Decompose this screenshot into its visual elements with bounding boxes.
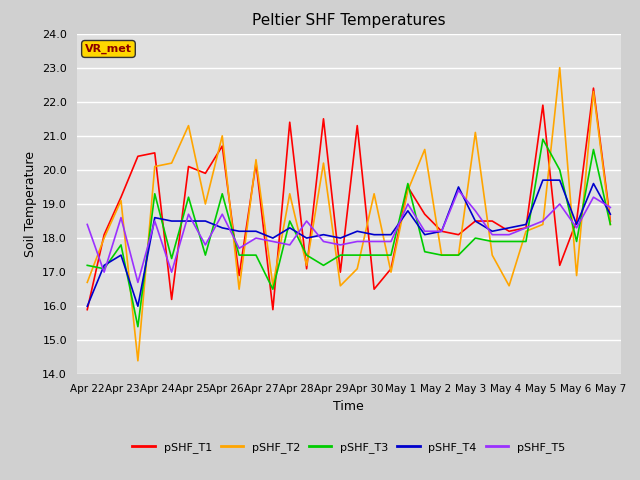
X-axis label: Time: Time	[333, 400, 364, 413]
Y-axis label: Soil Temperature: Soil Temperature	[24, 151, 36, 257]
Text: VR_met: VR_met	[85, 44, 132, 54]
Title: Peltier SHF Temperatures: Peltier SHF Temperatures	[252, 13, 445, 28]
Legend: pSHF_T1, pSHF_T2, pSHF_T3, pSHF_T4, pSHF_T5: pSHF_T1, pSHF_T2, pSHF_T3, pSHF_T4, pSHF…	[128, 438, 570, 458]
